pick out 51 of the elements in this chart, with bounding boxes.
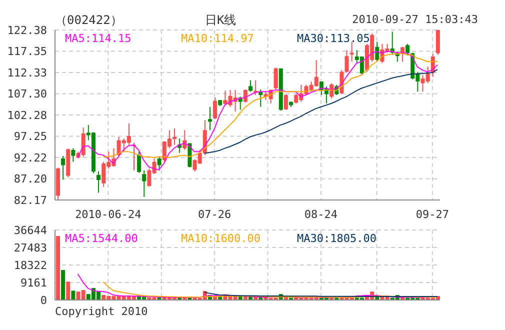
text: MA10:1600.00: [181, 232, 260, 245]
text: MA30:113.05: [297, 32, 370, 45]
bar: [71, 290, 76, 300]
candlestick: [436, 30, 440, 56]
text: MA30:1805.00: [297, 232, 376, 245]
candlestick: [284, 94, 288, 110]
candlestick: [157, 156, 162, 171]
candlestick: [406, 43, 410, 56]
candlestick: [213, 97, 218, 120]
x-tick-label: 07-26: [198, 208, 232, 221]
candlestick: [274, 67, 278, 90]
candlestick: [344, 50, 349, 74]
candlestick: [208, 106, 212, 131]
candlestick: [96, 171, 101, 194]
candlestick: [71, 148, 76, 162]
y-tick-label: 0: [40, 294, 47, 307]
x-tick-label: 2010-06-24: [75, 208, 142, 221]
chart-subtitle: 日K线: [205, 12, 236, 29]
y-tick-label: 97.25: [14, 130, 47, 144]
text: MA10:114.97: [181, 32, 254, 45]
text: MA5:1544.00: [65, 232, 138, 245]
candlestick: [243, 89, 248, 104]
text: 2010-09-27 15:03:43: [352, 13, 478, 26]
y-tick-label: 122.38: [7, 24, 47, 37]
text: Copyright 2010: [55, 305, 148, 318]
candlestick: [142, 170, 146, 198]
candlestick: [188, 142, 192, 168]
chart-title: （002422）: [55, 12, 122, 29]
x-tick-label: 09-27: [416, 208, 449, 221]
y-tick-label: 112.33: [7, 66, 47, 80]
y-tick-label: 107.30: [7, 88, 47, 101]
y-tick-label: 87.20: [14, 172, 47, 186]
y-tick-label: 117.35: [7, 45, 47, 58]
y-tick-label: 82.17: [14, 194, 47, 207]
text: MA5:114.15: [65, 32, 132, 45]
y-tick-label: 9161: [20, 276, 47, 290]
candlestick: [61, 155, 66, 180]
y-tick-label: 102.28: [7, 108, 47, 122]
x-tick-label: 08-24: [304, 208, 338, 221]
bar: [61, 270, 66, 300]
bar: [66, 282, 70, 300]
y-tick-label: 92.22: [14, 151, 47, 164]
y-tick-label: 36644: [14, 224, 48, 237]
candlestick: [248, 80, 252, 92]
line-series: [102, 282, 438, 298]
candlestick: [350, 41, 354, 62]
y-tick-label: 27483: [14, 241, 47, 254]
candlestick: [375, 41, 380, 62]
candlestick: [137, 151, 142, 174]
y-tick-label: 18322: [14, 258, 47, 272]
bar: [56, 236, 60, 300]
